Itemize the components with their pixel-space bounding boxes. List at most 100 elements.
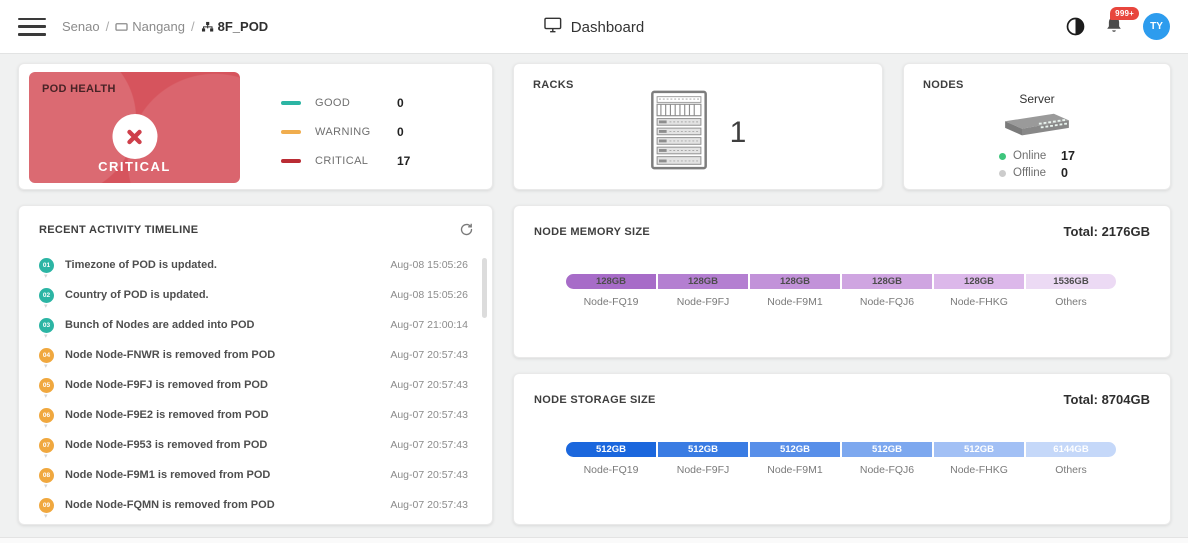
legend-row-critical: CRITICAL 17 — [281, 154, 410, 168]
storage-bar-segment[interactable]: 512GB — [934, 442, 1024, 457]
node-memory-card: NODE MEMORY SIZE Total: 2176GB 128GB 128… — [513, 205, 1171, 358]
user-avatar[interactable]: TY — [1143, 13, 1170, 40]
activity-message: Node Node-F953 is removed from POD — [65, 439, 268, 451]
storage-chart-title: NODE STORAGE SIZE — [534, 393, 656, 406]
pod-health-status-label: CRITICAL — [98, 159, 171, 174]
online-row: Online 17 — [999, 149, 1075, 163]
good-label: GOOD — [315, 97, 351, 109]
activity-list[interactable]: 01 ▾ Timezone of POD is updated. Aug-08 … — [19, 242, 482, 518]
memory-chart-header: NODE MEMORY SIZE Total: 2176GB — [514, 206, 1170, 239]
pod-hierarchy-icon — [201, 21, 214, 33]
memory-category-label: Others — [1055, 296, 1087, 308]
notifications-bell[interactable]: 999+ — [1105, 6, 1139, 39]
nodes-body: Server — [904, 92, 1170, 180]
activity-header: RECENT ACTIVITY TIMELINE — [19, 206, 492, 237]
memory-bar-segment[interactable]: 1536GB — [1026, 274, 1116, 289]
activity-step-badge: 04 — [39, 347, 54, 363]
storage-bar-segment[interactable]: 512GB — [658, 442, 748, 457]
storage-total: Total: 8704GB — [1063, 392, 1150, 407]
storage-bar-segment[interactable]: 512GB — [842, 442, 932, 457]
activity-step-badge: 03 — [39, 317, 54, 333]
activity-item: 09 ▾ Node Node-FQMN is removed from POD … — [39, 490, 468, 518]
warning-label: WARNING — [315, 126, 371, 138]
storage-category-label: Node-FQ19 — [583, 464, 639, 476]
memory-bar-segment[interactable]: 128GB — [842, 274, 932, 289]
rack-icon — [650, 90, 708, 175]
storage-category-label: Others — [1055, 464, 1087, 476]
memory-bar-segment[interactable]: 128GB — [658, 274, 748, 289]
activity-message: Bunch of Nodes are added into POD — [65, 319, 255, 331]
timeline-connector-icon: ▾ — [44, 273, 48, 280]
memory-segmented-bar: 128GB 128GB 128GB 128GB 128GB 1536GB — [566, 274, 1116, 289]
node-storage-card: NODE STORAGE SIZE Total: 8704GB 512GB 51… — [513, 373, 1171, 525]
online-dot-icon — [999, 152, 1007, 160]
activity-title: RECENT ACTIVITY TIMELINE — [39, 223, 199, 236]
breadcrumb-pod-current[interactable]: 8F_POD — [201, 19, 269, 34]
activity-item: 04 ▾ Node Node-FNWR is removed from POD … — [39, 340, 468, 370]
activity-item: 07 ▾ Node Node-F953 is removed from POD … — [39, 430, 468, 460]
good-legend-dash — [281, 101, 301, 105]
horizontal-scrollbar-track[interactable] — [0, 537, 1188, 543]
timeline-connector-icon: ▾ — [44, 513, 48, 518]
recent-activity-card: RECENT ACTIVITY TIMELINE 01 ▾ Timezone o… — [18, 205, 493, 525]
activity-item: 05 ▾ Node Node-F9FJ is removed from POD … — [39, 370, 468, 400]
activity-item: 03 ▾ Bunch of Nodes are added into POD A… — [39, 310, 468, 340]
memory-bar-segment[interactable]: 128GB — [750, 274, 840, 289]
memory-category-label: Node-F9FJ — [676, 296, 730, 308]
legend-row-warning: WARNING 0 — [281, 125, 410, 139]
server-icon — [999, 110, 1075, 145]
activity-message: Node Node-FQMN is removed from POD — [65, 499, 275, 511]
storage-bar-segment[interactable]: 512GB — [750, 442, 840, 457]
timeline-connector-icon: ▾ — [44, 333, 48, 340]
storage-bar-segment[interactable]: 512GB — [566, 442, 656, 457]
hamburger-menu-icon[interactable] — [18, 17, 46, 36]
activity-timestamp: Aug-07 21:00:14 — [390, 319, 468, 331]
storage-category-label: Node-FHKG — [950, 464, 1008, 476]
storage-category-label: Node-F9M1 — [767, 464, 823, 476]
good-value: 0 — [397, 96, 404, 110]
server-device-label: Server — [1019, 92, 1055, 106]
memory-bar-segment[interactable]: 128GB — [566, 274, 656, 289]
memory-category-label: Node-FQJ6 — [859, 296, 915, 308]
online-value: 17 — [1061, 149, 1075, 163]
nodes-status-rows: Online 17 Offline 0 — [999, 149, 1075, 180]
activity-timestamp: Aug-07 20:57:43 — [390, 499, 468, 511]
scrollbar-thumb[interactable] — [482, 258, 487, 318]
pod-health-title: POD HEALTH — [42, 83, 116, 95]
top-bar: Senao / Nangang / 8F_POD Dashboard — [0, 0, 1188, 54]
critical-value: 17 — [397, 154, 411, 168]
breadcrumb-separator: / — [105, 19, 110, 34]
breadcrumb-site[interactable]: Nangang — [115, 19, 185, 34]
memory-category-labels: Node-FQ19 Node-F9FJ Node-F9M1 Node-FQJ6 … — [566, 296, 1116, 308]
breadcrumb-separator: / — [191, 19, 195, 34]
memory-bar-segment[interactable]: 128GB — [934, 274, 1024, 289]
monitor-icon — [544, 17, 562, 38]
refresh-icon[interactable] — [459, 222, 474, 237]
topbar-actions: 999+ TY — [1066, 6, 1170, 40]
activity-timestamp: Aug-07 20:57:43 — [390, 409, 468, 421]
activity-item: 08 ▾ Node Node-F9M1 is removed from POD … — [39, 460, 468, 490]
activity-message: Node Node-F9FJ is removed from POD — [65, 379, 268, 391]
breadcrumb-pod-label: 8F_POD — [217, 19, 269, 34]
storage-bar-segment[interactable]: 6144GB — [1026, 442, 1116, 457]
activity-step-badge: 07 — [39, 437, 54, 453]
warning-legend-dash — [281, 130, 301, 134]
storage-category-label: Node-F9FJ — [676, 464, 730, 476]
activity-message: Country of POD is updated. — [65, 289, 209, 301]
theme-contrast-toggle-icon[interactable] — [1066, 17, 1085, 36]
activity-timestamp: Aug-07 20:57:43 — [390, 349, 468, 361]
racks-title: RACKS — [533, 79, 574, 91]
memory-category-label: Node-FQ19 — [583, 296, 639, 308]
memory-chart-title: NODE MEMORY SIZE — [534, 225, 651, 238]
page-title: Dashboard — [570, 18, 645, 36]
critical-label: CRITICAL — [315, 155, 369, 167]
activity-timestamp: Aug-08 15:05:26 — [390, 289, 468, 301]
legend-row-good: GOOD 0 — [281, 96, 410, 110]
activity-step-badge: 08 — [39, 467, 54, 483]
activity-message: Node Node-F9E2 is removed from POD — [65, 409, 269, 421]
activity-message: Timezone of POD is updated. — [65, 259, 217, 271]
breadcrumb: Senao / Nangang / 8F_POD — [62, 19, 268, 34]
breadcrumb-org[interactable]: Senao — [62, 19, 100, 34]
online-label: Online — [1013, 150, 1047, 162]
